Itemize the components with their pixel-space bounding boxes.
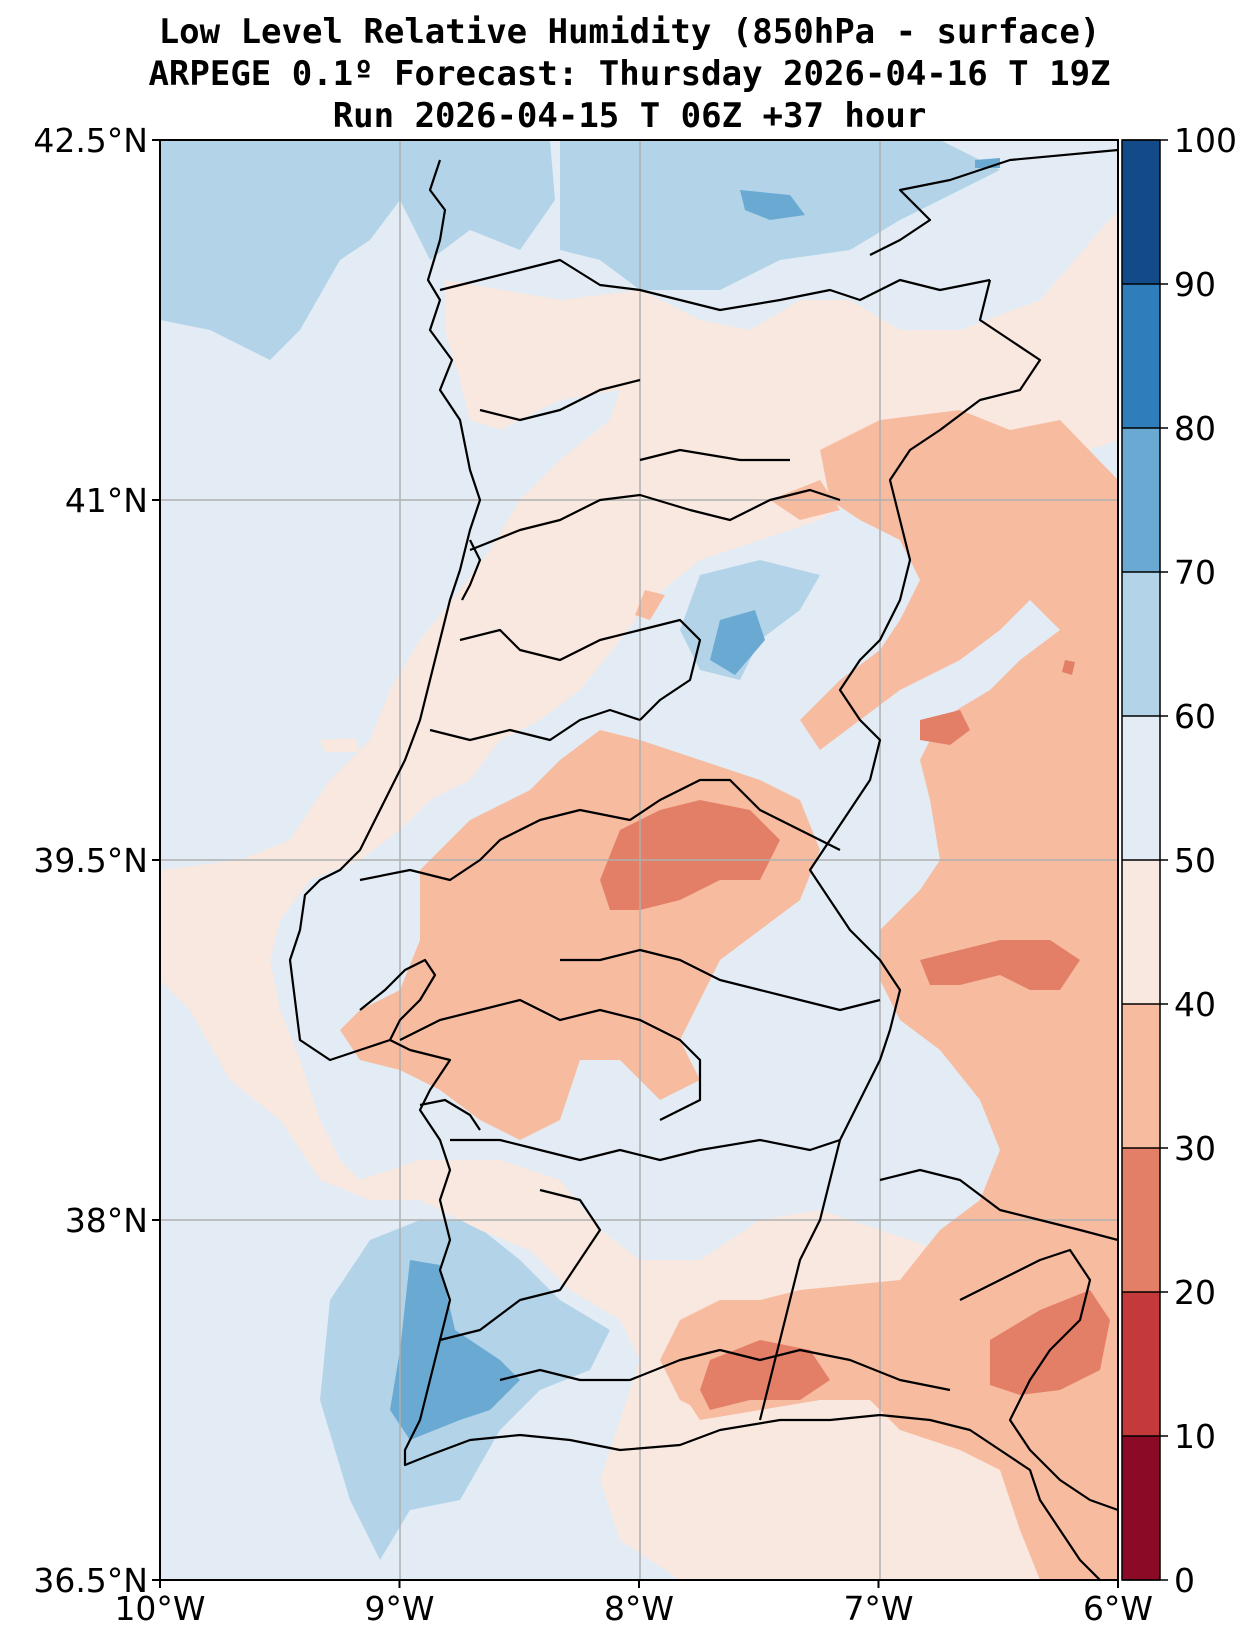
border-district-7 xyxy=(560,948,881,1012)
colorbar-segment xyxy=(1122,428,1160,572)
colorbar-tick-label: 0 xyxy=(1174,1561,1195,1600)
rh-contour-nw-ocean xyxy=(160,140,555,360)
border-district-2 xyxy=(639,448,790,462)
border-district-1 xyxy=(479,378,641,422)
rh-40-50-regions xyxy=(160,210,1118,1580)
rh-contour-spot-central xyxy=(710,610,765,675)
rh-contour-northeast-band xyxy=(660,410,1118,1580)
colorbar-tick-label: 30 xyxy=(1174,1129,1216,1168)
y-tick-label: 38°N xyxy=(65,1201,148,1240)
coastline-aveiro-lagoon xyxy=(461,539,482,601)
coastline-tejo-estuary xyxy=(359,958,437,1041)
coastline-west xyxy=(288,159,1101,1580)
x-tick-label: 10°W xyxy=(114,1589,205,1628)
coastlines-and-borders xyxy=(288,148,1118,1580)
colorbar-tick-label: 50 xyxy=(1174,841,1216,880)
border-district-9 xyxy=(450,1138,841,1162)
y-tick-label: 42.5°N xyxy=(33,121,148,160)
rh-contour-central-core xyxy=(600,800,780,910)
title-line-2: ARPEGE 0.1º Forecast: Thursday 2026-04-1… xyxy=(148,54,1111,94)
x-tick-label: 6°W xyxy=(1083,1589,1153,1628)
y-tick-label: 39.5°N xyxy=(33,841,148,880)
border-district-4 xyxy=(459,618,702,721)
x-tick-label: 8°W xyxy=(604,1589,674,1628)
border-district-11 xyxy=(499,1348,951,1392)
x-tick-label: 9°W xyxy=(364,1589,434,1628)
rh-contour-coast-patch xyxy=(320,738,360,752)
colorbar-tick-label: 100 xyxy=(1174,121,1237,160)
border-district-6 xyxy=(359,778,841,882)
rh-contour-spot-sw xyxy=(390,1260,520,1440)
colorbar-segment xyxy=(1122,860,1160,1004)
border-district-13 xyxy=(959,1248,1118,1512)
x-tick-label: 7°W xyxy=(843,1589,913,1628)
border-portugal-spain-north xyxy=(869,148,1118,256)
border-district-3 xyxy=(469,488,841,552)
x-axis: 10°W 9°W 8°W 7°W 6°W xyxy=(114,1580,1153,1628)
map-area[interactable] xyxy=(160,140,1118,1580)
border-district-5 xyxy=(429,708,641,742)
border-galicia-portugal xyxy=(439,258,991,312)
border-district-8 xyxy=(399,998,702,1121)
colorbar-segment xyxy=(1122,1004,1160,1148)
colorbar-tick-label: 20 xyxy=(1174,1273,1216,1312)
rh-contour-east-spot xyxy=(920,710,970,745)
y-tick-label: 41°N xyxy=(65,481,148,520)
colorbar-frame xyxy=(1121,139,1161,1581)
colorbar-segment xyxy=(1122,572,1160,716)
colorbar-tick-label: 90 xyxy=(1174,265,1216,304)
rh-contour-east-band xyxy=(920,940,1080,990)
border-district-12 xyxy=(879,1168,1118,1242)
colorbar-segment xyxy=(1122,716,1160,860)
colorbar-tick-label: 60 xyxy=(1174,697,1216,736)
coastline-sado-estuary xyxy=(419,1098,481,1131)
colorbar-tick-label: 40 xyxy=(1174,985,1216,1024)
colorbar-tick-label: 70 xyxy=(1174,553,1216,592)
colorbar-segment xyxy=(1122,140,1160,284)
rh-contour-spot-center xyxy=(635,590,665,620)
rh-contour-northwest xyxy=(160,210,1118,1580)
colorbar-segment xyxy=(1122,1436,1160,1580)
rh-contour-algarve-core xyxy=(700,1340,830,1410)
border-portugal-spain-east xyxy=(758,279,1042,1421)
colorbar-segment xyxy=(1122,1292,1160,1436)
title-line-3: Run 2026-04-15 T 06Z +37 hour xyxy=(332,96,927,136)
humidity-contours xyxy=(160,140,1118,1580)
colorbar: 0 10 20 30 40 50 60 70 80 90 100 xyxy=(1121,121,1237,1600)
colorbar-tick-label: 80 xyxy=(1174,409,1216,448)
colorbar-tick-label: 10 xyxy=(1174,1417,1216,1456)
rh-contour-spot-north xyxy=(740,190,805,220)
colorbar-segment xyxy=(1122,284,1160,428)
y-axis: 42.5°N 41°N 39.5°N 38°N 36.5°N xyxy=(33,121,160,1600)
rh-contour-east-tiny xyxy=(1062,660,1075,675)
border-district-10 xyxy=(439,1188,602,1342)
colorbar-segment xyxy=(1122,1148,1160,1292)
y-tick-label: 36.5°N xyxy=(33,1561,148,1600)
title-line-1: Low Level Relative Humidity (850hPa - su… xyxy=(158,12,1101,52)
